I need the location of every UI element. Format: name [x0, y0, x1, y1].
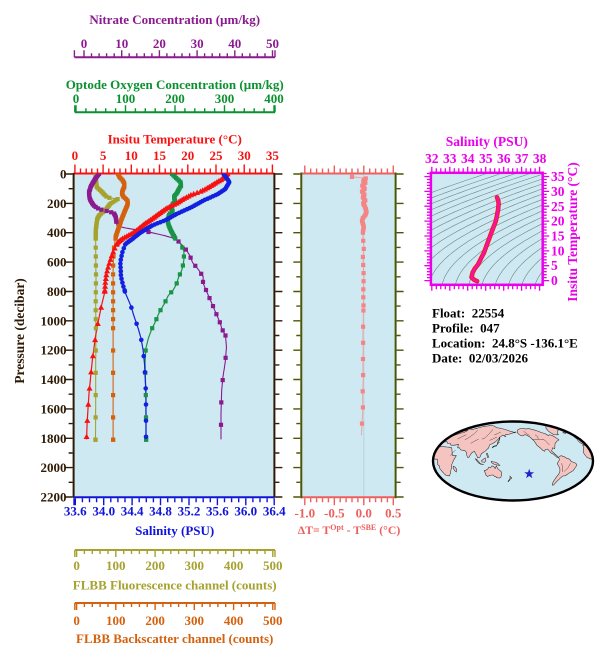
svg-text:37: 37 — [515, 151, 529, 166]
svg-text:0: 0 — [72, 148, 79, 163]
svg-text:Location: 24.8°S -136.1°E: Location: 24.8°S -136.1°E — [432, 336, 578, 351]
svg-text:35: 35 — [551, 169, 565, 184]
svg-text:36.0: 36.0 — [234, 504, 257, 519]
svg-text:35.6: 35.6 — [206, 504, 229, 519]
svg-text:0: 0 — [551, 273, 558, 288]
svg-text:15: 15 — [153, 148, 167, 163]
svg-text:100: 100 — [106, 613, 126, 628]
svg-text:34.8: 34.8 — [149, 504, 172, 519]
svg-text:15: 15 — [551, 229, 565, 244]
svg-text:300: 300 — [215, 91, 235, 106]
svg-text:33.6: 33.6 — [64, 504, 87, 519]
svg-text:200: 200 — [47, 196, 67, 211]
svg-text:200: 200 — [145, 558, 165, 573]
svg-text:Float: 22554: Float: 22554 — [432, 306, 505, 321]
svg-text:0: 0 — [73, 91, 80, 106]
svg-text:1800: 1800 — [41, 431, 67, 446]
svg-text:36.4: 36.4 — [263, 504, 286, 519]
svg-text:-0.5: -0.5 — [324, 506, 345, 521]
svg-text:0: 0 — [73, 558, 80, 573]
svg-text:Nitrate Concentration (µm/kg): Nitrate Concentration (µm/kg) — [89, 12, 260, 27]
svg-text:34.0: 34.0 — [92, 504, 115, 519]
svg-text:30: 30 — [551, 184, 565, 199]
svg-text:FLBB Fluorescence channel (cou: FLBB Fluorescence channel (counts) — [73, 578, 277, 593]
svg-text:Salinity (PSU): Salinity (PSU) — [446, 134, 528, 149]
svg-text:-1.0: -1.0 — [295, 506, 316, 521]
svg-text:1000: 1000 — [41, 313, 67, 328]
svg-text:Profile: 047: Profile: 047 — [432, 321, 500, 336]
svg-text:5: 5 — [100, 148, 107, 163]
svg-text:ΔT= TOpt - TSBE (°C): ΔT= TOpt - TSBE (°C) — [298, 523, 401, 537]
svg-text:35: 35 — [266, 148, 280, 163]
svg-text:36: 36 — [497, 151, 511, 166]
svg-text:400: 400 — [224, 613, 244, 628]
svg-text:34.4: 34.4 — [121, 504, 144, 519]
svg-text:Insitu Temperature (°C): Insitu Temperature (°C) — [565, 162, 580, 301]
svg-text:0: 0 — [73, 613, 80, 628]
svg-text:10: 10 — [551, 243, 565, 258]
svg-text:100: 100 — [116, 91, 136, 106]
svg-text:300: 300 — [185, 613, 205, 628]
svg-text:20: 20 — [153, 36, 166, 51]
svg-text:400: 400 — [264, 91, 284, 106]
svg-text:20: 20 — [551, 214, 565, 229]
svg-text:1200: 1200 — [41, 343, 67, 358]
svg-text:Date: 02/03/2026: Date: 02/03/2026 — [432, 351, 529, 366]
svg-text:FLBB Backscatter channel (coun: FLBB Backscatter channel (counts) — [76, 631, 273, 646]
svg-text:300: 300 — [185, 558, 205, 573]
svg-text:32: 32 — [425, 151, 439, 166]
svg-text:500: 500 — [263, 558, 283, 573]
svg-text:400: 400 — [224, 558, 244, 573]
svg-text:Optode Oxygen Concentration (µ: Optode Oxygen Concentration (µm/kg) — [66, 77, 284, 92]
svg-text:500: 500 — [263, 613, 283, 628]
svg-text:0.5: 0.5 — [385, 506, 402, 521]
svg-text:1400: 1400 — [41, 372, 67, 387]
svg-text:35: 35 — [479, 151, 493, 166]
svg-text:Pressure (decibar): Pressure (decibar) — [12, 278, 27, 384]
svg-text:2000: 2000 — [41, 460, 67, 475]
svg-text:30: 30 — [238, 148, 251, 163]
svg-text:200: 200 — [165, 91, 185, 106]
svg-text:0: 0 — [60, 167, 67, 182]
svg-text:0: 0 — [81, 36, 88, 51]
svg-text:40: 40 — [228, 36, 241, 51]
svg-text:0.0: 0.0 — [356, 506, 372, 521]
svg-text:600: 600 — [47, 255, 67, 270]
svg-text:50: 50 — [266, 36, 279, 51]
svg-text:35.2: 35.2 — [178, 504, 201, 519]
svg-text:38: 38 — [533, 151, 547, 166]
svg-text:25: 25 — [551, 199, 565, 214]
svg-text:10: 10 — [125, 148, 138, 163]
svg-text:20: 20 — [181, 148, 194, 163]
svg-text:800: 800 — [47, 284, 67, 299]
svg-text:34: 34 — [461, 151, 475, 166]
svg-text:2200: 2200 — [41, 490, 67, 505]
svg-text:Salinity (PSU): Salinity (PSU) — [135, 523, 214, 538]
svg-text:Insitu Temperature (°C): Insitu Temperature (°C) — [108, 132, 242, 147]
svg-text:25: 25 — [210, 148, 224, 163]
svg-text:1600: 1600 — [41, 401, 67, 416]
svg-text:10: 10 — [115, 36, 128, 51]
svg-text:200: 200 — [145, 613, 165, 628]
svg-text:100: 100 — [106, 558, 126, 573]
svg-text:5: 5 — [551, 258, 558, 273]
svg-text:33: 33 — [443, 151, 457, 166]
svg-text:30: 30 — [191, 36, 204, 51]
svg-text:400: 400 — [47, 225, 67, 240]
